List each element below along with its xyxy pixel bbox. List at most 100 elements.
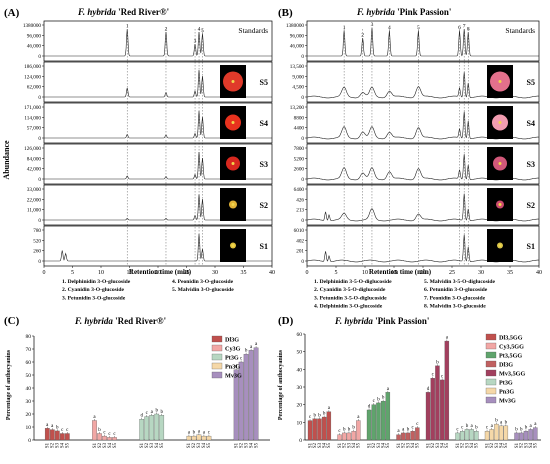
significance-letter: b [348, 427, 351, 432]
significance-letter: c [103, 431, 106, 436]
sample-tick-label: S2 [402, 442, 407, 448]
y-tick-label: 0 [301, 95, 304, 101]
sample-tick-label: S1 [338, 442, 343, 448]
significance-letter: c [61, 428, 64, 433]
y-tick-label: 0 [301, 259, 304, 265]
legend-text: 3. Petunidin 3-O-glucoside [62, 295, 126, 301]
bar [186, 435, 192, 441]
pct-label-c: Percentage of anthocyanins [6, 349, 12, 420]
y-tick-label: 0 [301, 54, 304, 60]
y-tick-label: 96,000 [27, 33, 42, 39]
y-tick-label: 260 [33, 249, 41, 255]
y-tick-label: 42,000 [27, 167, 42, 173]
y-tick-label: 402 [296, 238, 304, 244]
legend-label: Mv3,5GG [499, 371, 525, 378]
significance-letter: c [309, 415, 312, 420]
significance-letter: c [108, 432, 111, 437]
bar [415, 427, 420, 441]
sample-tick-label: S4 [381, 442, 386, 448]
abundance-label: Abundance [2, 140, 11, 180]
chromatogram-b: 1380000 96,000 46,000 0 1 2 3 4 5 6 7 8 Standards 13,… [286, 20, 542, 276]
bar [469, 429, 474, 441]
y-tick-label: 40 [297, 367, 303, 373]
legend-label: Pt3G [499, 380, 513, 387]
panel-d-title: F. hybrida 'Pink Passion' [334, 316, 429, 326]
sample-tick-label: S2 [520, 442, 525, 448]
x-tick-label: 25 [449, 270, 455, 276]
significance-letter: b [377, 397, 380, 402]
y-tick-label: 30 [297, 385, 303, 391]
legend-text: 1. Delphinidin 3-O-glucoside [62, 279, 131, 285]
sample-tick-label: S3 [406, 442, 411, 448]
sample-tick-label: S1 [308, 442, 313, 448]
sample-tick-label: S4 [529, 442, 534, 448]
peak-label: 6 [458, 25, 461, 31]
sample-tick-label: S1 [397, 442, 402, 448]
significance-letter: b [56, 425, 59, 430]
bar [425, 392, 431, 441]
y-tick-label: 50 [26, 373, 32, 379]
significance-letter: b [160, 410, 163, 415]
sample-tick-label: S3 [150, 442, 155, 448]
significance-letter: b [520, 427, 523, 432]
bar [248, 350, 254, 441]
flower-center [231, 80, 235, 83]
bar [196, 434, 202, 441]
legend-text: 5. Malvidin 3-O-glucoside [172, 287, 234, 293]
significance-letter: a [203, 431, 206, 436]
legend-text: 6. Petunidin 3-O-glucoside [424, 287, 488, 293]
sample-tick-label: S5 [534, 442, 539, 448]
y-tick-label: 46,000 [290, 44, 305, 50]
legend-text: 4. Delphinidin 3-O-glucoside [314, 304, 383, 310]
significance-letter: b [407, 427, 410, 432]
legend-label: Dl3G [499, 362, 513, 369]
significance-letter: a [151, 410, 154, 415]
y-tick-label: 6400 [294, 187, 305, 193]
bar [97, 433, 102, 441]
x-tick-label: 35 [241, 270, 247, 276]
sample-tick-label: S5 [113, 442, 118, 448]
sample-tick-label: S1 [187, 442, 192, 448]
x-tick-label: 40 [269, 270, 275, 276]
peak-label: 3 [371, 22, 374, 28]
panel-c-letter: (C) [4, 315, 20, 327]
legend-swatch [485, 342, 497, 350]
sample-tick-label: S3 [495, 442, 500, 448]
y-tick-label: 114,000 [24, 115, 41, 121]
peak-label: 4 [198, 27, 201, 33]
trace-frame [43, 102, 273, 144]
bar [64, 433, 70, 441]
legend-label: Dl3,5GG [499, 335, 523, 342]
significance-letter: a [328, 406, 331, 411]
y-tick-label: 0 [301, 218, 304, 224]
y-tick-label: 426 [296, 197, 304, 203]
peak-label: 5 [417, 25, 420, 31]
sample-tick-label: S4 [352, 442, 357, 448]
y-tick-label: 0 [301, 136, 304, 142]
significance-letter: a [471, 424, 474, 429]
y-tick-label: 0 [38, 218, 41, 224]
bar [385, 392, 391, 441]
sample-tick-label: S2 [98, 442, 103, 448]
y-tick-label: 40 [26, 386, 32, 392]
legend-label: Pn3G [225, 364, 240, 371]
sample-tick-label: S4 [470, 442, 475, 448]
bar [206, 435, 212, 441]
significance-letter: a [198, 429, 201, 434]
sample-tick-label: S4 [440, 442, 445, 448]
panel-b-letter: (B) [278, 7, 293, 19]
bar [307, 420, 313, 441]
legend-text: 3. Petunidin 3-5-O-diglucoside [314, 295, 387, 301]
significance-letter: c [461, 426, 464, 431]
significance-letter: b [98, 428, 101, 433]
trace-name: S4 [527, 119, 535, 128]
legend-swatch [211, 353, 223, 361]
significance-letter: b [343, 427, 346, 432]
trace-name: S3 [527, 160, 535, 169]
y-tick-label: 1380000 [23, 23, 42, 29]
flower-center [498, 80, 502, 83]
peak-label: 2 [361, 33, 364, 39]
bar [92, 420, 97, 441]
